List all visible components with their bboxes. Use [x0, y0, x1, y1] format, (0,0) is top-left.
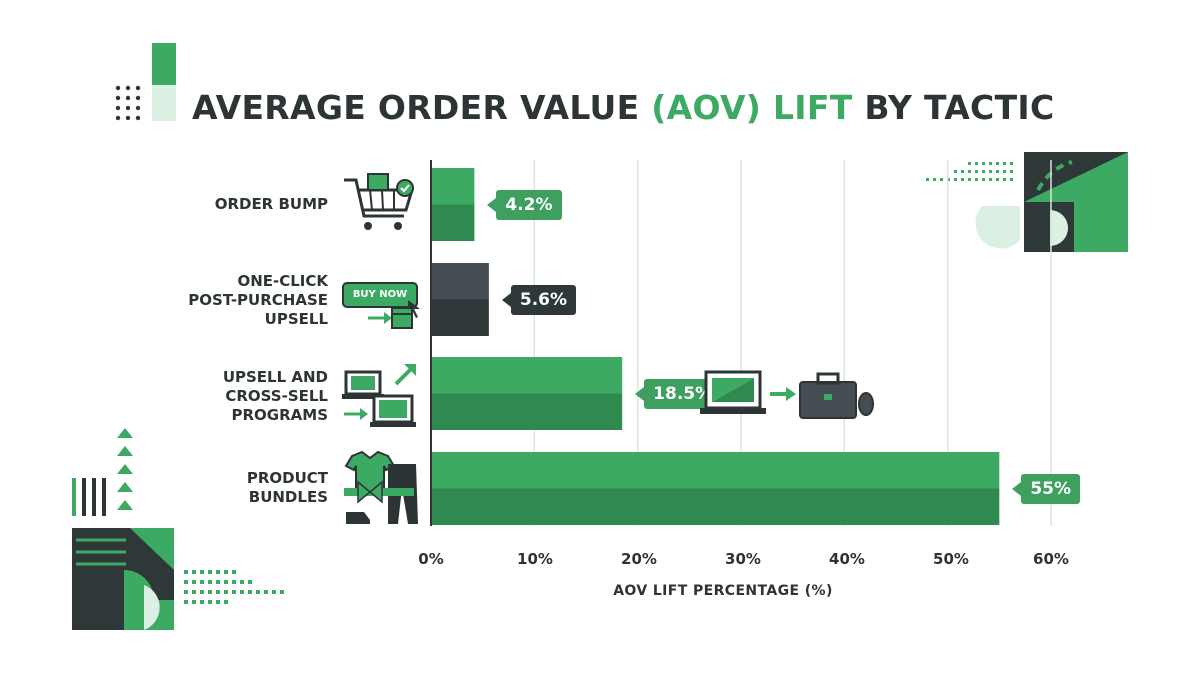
decor-bottom-left: [72, 428, 284, 630]
x-tick-label: 30%: [725, 550, 761, 568]
bar: [431, 452, 1000, 525]
buy-now-button-icon: BUY NOW: [342, 282, 418, 308]
chart-title: AVERAGE ORDER VALUE (AOV) LIFT BY TACTIC: [192, 88, 1055, 127]
x-axis-label: AOV LIFT PERCENTAGE (%): [613, 583, 833, 599]
x-tick-label: 40%: [829, 550, 865, 568]
value-label-order-bump: 4.2%: [487, 189, 562, 220]
decor-top-left: [115, 43, 176, 121]
decor-top-right: [926, 152, 1128, 252]
x-tick-label: 20%: [621, 550, 657, 568]
apparel-bundle-icon: [344, 450, 418, 524]
briefcase-icon: [799, 372, 857, 419]
bar: [431, 357, 623, 430]
category-label-upsell-cross-sell: UPSELL AND CROSS-SELL PROGRAMS: [222, 368, 328, 424]
mouse-icon: [858, 392, 874, 416]
x-tick-label: 10%: [517, 550, 553, 568]
x-tick-label: 60%: [1033, 550, 1069, 568]
x-tick-label: 50%: [933, 550, 969, 568]
upgrade-illustration: [700, 370, 874, 419]
category-label-product-bundles: PRODUCT BUNDLES: [246, 469, 328, 506]
bar: [431, 263, 489, 336]
value-label-product-bundles: 55%: [1012, 473, 1081, 504]
x-tick-label: 0%: [418, 550, 444, 568]
category-label-one-click: ONE-CLICK POST-PURCHASE UPSELL: [188, 272, 328, 328]
category-label-order-bump: ORDER BUMP: [214, 195, 328, 213]
laptop-upgrade-icon: [342, 364, 416, 427]
post-purchase-icon: [368, 300, 420, 329]
value-label-one-click: 5.6%: [501, 284, 577, 315]
bar: [431, 168, 475, 241]
shopping-cart-icon: [344, 173, 415, 230]
